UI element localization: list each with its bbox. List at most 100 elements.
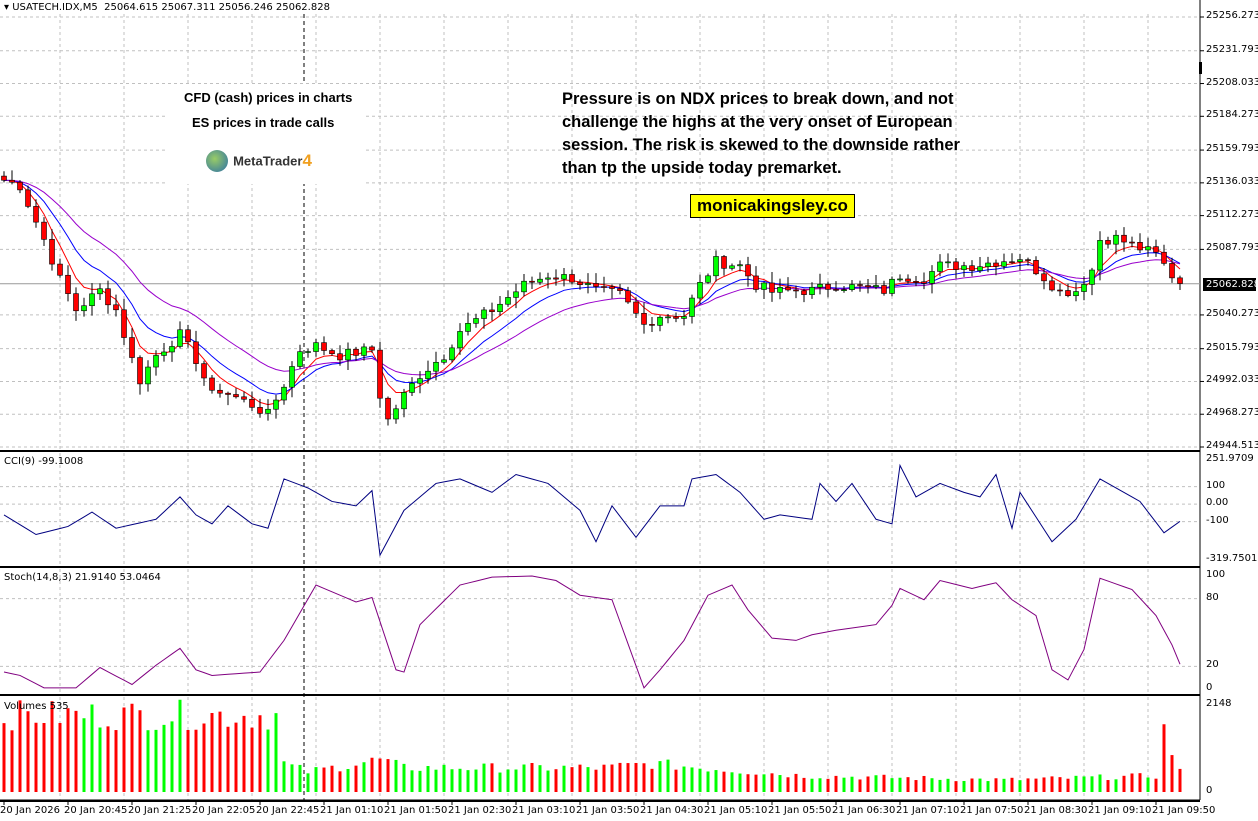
candle-bull: [153, 355, 159, 368]
candle-bull: [841, 289, 847, 291]
candle-bear: [1129, 241, 1135, 244]
candle-bear: [593, 283, 599, 287]
price-tick-label: 24968.273: [1206, 407, 1258, 419]
price-tick-label: 25256.273: [1206, 10, 1258, 21]
time-tick-label: 21 Jan 09:50: [1152, 805, 1216, 816]
candle-bull: [1097, 240, 1103, 271]
commentary-line: session. The risk is skewed to the downs…: [562, 136, 960, 154]
candle-bear: [209, 377, 215, 391]
commentary-line: than tp the upside today premarket.: [562, 159, 842, 177]
candle-bear: [553, 277, 559, 280]
candle-bull: [345, 348, 351, 361]
candle-bull: [873, 285, 879, 288]
volume-tick-label: 2148: [1206, 698, 1232, 709]
candle-bear: [753, 275, 759, 290]
candle-bear: [17, 181, 23, 191]
candle-bear: [9, 179, 15, 183]
candle-bear: [969, 265, 975, 271]
time-tick-label: 21 Jan 05:50: [768, 805, 832, 816]
candle-bull: [505, 297, 511, 305]
candle-bear: [825, 283, 831, 290]
price-tick-label: 25136.033: [1206, 175, 1258, 187]
candle-bull: [449, 347, 455, 361]
time-tick-label: 21 Jan 03:50: [576, 805, 640, 816]
candle-bull: [897, 278, 903, 281]
candle-bear: [105, 288, 111, 306]
candle-bull: [665, 316, 671, 319]
time-tick-label: 21 Jan 06:30: [832, 805, 896, 816]
cci-line: [3, 463, 1181, 557]
candle-bear: [337, 353, 343, 361]
candle-bear: [1121, 234, 1127, 243]
website-label[interactable]: monicakingsley.co: [690, 194, 855, 218]
candle-bear: [633, 301, 639, 314]
time-tick-label: 20 Jan 20:45: [64, 805, 128, 816]
candle-bull: [513, 291, 519, 298]
candle-bull: [545, 277, 551, 280]
candle-bull: [417, 378, 423, 384]
candle-bull: [889, 278, 895, 294]
candle-bear: [793, 289, 799, 292]
time-tick-label: 21 Jan 08:30: [1024, 805, 1088, 816]
time-tick-label: 20 Jan 22:45: [256, 805, 320, 816]
volume-title: Volumes 535: [4, 701, 69, 712]
candle-bull: [729, 265, 735, 269]
candle-bear: [569, 274, 575, 283]
candle-bear: [49, 239, 55, 265]
candle-bear: [233, 394, 239, 398]
candle-bull: [401, 392, 407, 410]
candle-bull: [89, 293, 95, 307]
candle-bear: [65, 274, 71, 294]
candle-bear: [321, 342, 327, 351]
cci-tick-label: -100: [1206, 514, 1229, 526]
cci-tick-label: 251.9709: [1206, 453, 1254, 464]
cci-title: CCI(9) -99.1008: [4, 456, 84, 467]
candle-bear: [185, 329, 191, 343]
candle-bear: [1177, 277, 1183, 284]
metatrader-logo-icon: [206, 150, 228, 172]
candle-bear: [225, 392, 231, 395]
candle-bear: [25, 189, 31, 207]
candle-bull: [497, 303, 503, 313]
candle-bear: [993, 262, 999, 267]
candle-bull: [273, 399, 279, 410]
candle-bull: [713, 256, 719, 277]
candle-bear: [137, 357, 143, 385]
candle-bear: [329, 350, 335, 355]
candle-bull: [1017, 259, 1023, 263]
candle-bull: [289, 366, 295, 388]
candle-bear: [721, 256, 727, 269]
time-tick-label: 21 Jan 01:50: [384, 805, 448, 816]
current-price-tag: 25062.828: [1203, 278, 1258, 291]
volume-tick-label: 0: [1206, 785, 1213, 796]
candle-bull: [977, 266, 983, 271]
candle-bull: [1113, 234, 1119, 245]
note-cfd: CFD (cash) prices in charts: [184, 90, 353, 105]
candle-bull: [697, 282, 703, 299]
candle-bear: [353, 348, 359, 356]
candle-bear: [617, 288, 623, 291]
candle-bull: [561, 274, 567, 280]
commentary-line: Pressure is on NDX prices to break down,…: [562, 90, 954, 108]
candle-bear: [121, 309, 127, 338]
candle-bear: [1033, 260, 1039, 275]
candle-bull: [465, 323, 471, 332]
time-tick-label: 21 Jan 05:10: [704, 805, 768, 816]
candle-bull: [177, 329, 183, 347]
commentary-line: challenge the highs at the very onset of…: [562, 113, 953, 131]
candle-bear: [833, 289, 839, 291]
candle-bull: [817, 283, 823, 288]
candle-bull: [1089, 269, 1095, 285]
candle-bear: [1161, 251, 1167, 264]
candle-bear: [1065, 290, 1071, 297]
cci-tick-label: 0.00: [1206, 497, 1229, 509]
price-tick-label: 24944.513: [1206, 440, 1258, 451]
candle-bull: [521, 280, 527, 293]
candle-bear: [529, 280, 535, 283]
candle-bear: [1057, 289, 1063, 292]
price-tick-label: 25184.273: [1206, 109, 1258, 121]
candle-bull: [441, 359, 447, 363]
time-tick-label: 20 Jan 2026: [0, 805, 60, 816]
candle-bear: [801, 290, 807, 295]
candle-bear: [881, 285, 887, 294]
